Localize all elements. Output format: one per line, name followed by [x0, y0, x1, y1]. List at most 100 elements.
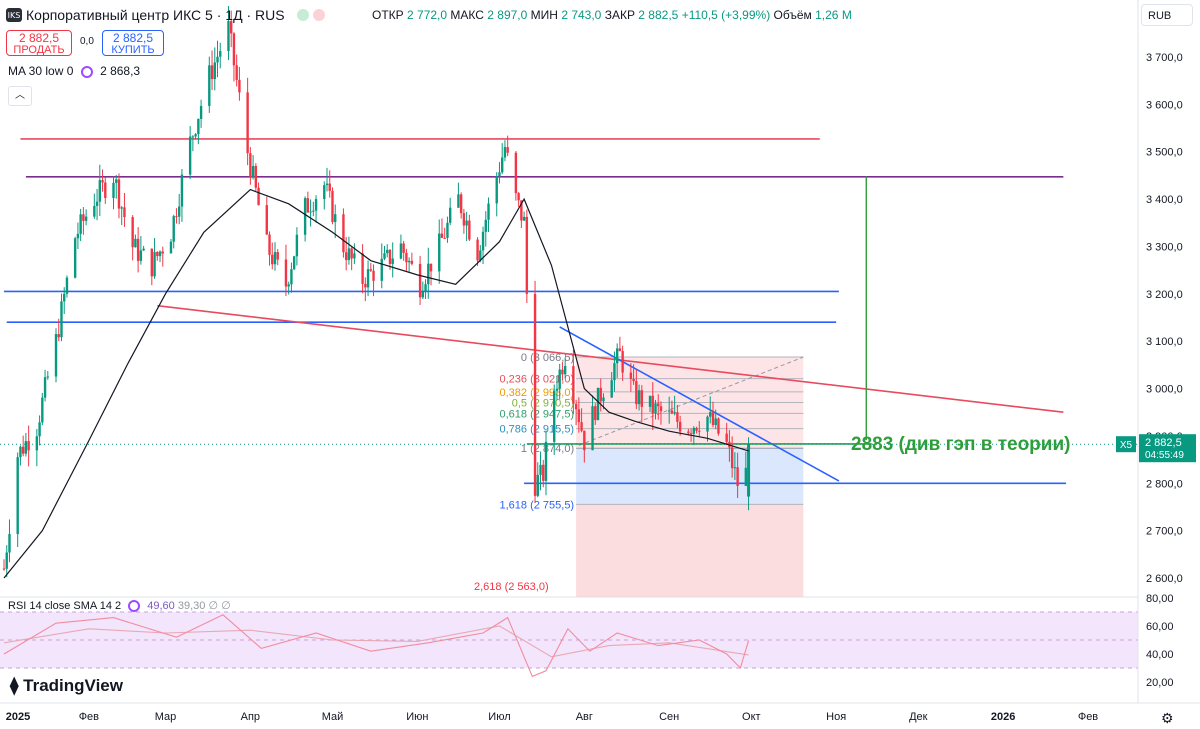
- candle-body: [95, 201, 99, 206]
- candle-body: [443, 237, 446, 239]
- chevron-up-icon[interactable]: ︿: [8, 86, 32, 106]
- buy-button[interactable]: 2 882,5 КУПИТЬ: [102, 30, 164, 56]
- rsi-visibility-icon[interactable]: [128, 600, 141, 613]
- candle-body: [698, 430, 701, 432]
- candle-body: [98, 180, 102, 202]
- symbol-title[interactable]: Корпоративный центр ИКС 5 · 1Д · RUS: [26, 7, 285, 23]
- candle-body: [574, 403, 578, 410]
- ohlc-close-key: ЗАКР: [604, 8, 635, 22]
- ma-legend[interactable]: MA 30 low 0 2 868,3: [8, 64, 140, 78]
- candle-body: [555, 388, 559, 391]
- chart-header: IKS Корпоративный центр ИКС 5 · 1Д · RUS: [6, 4, 325, 26]
- candle-body: [459, 194, 463, 214]
- candle-body: [629, 372, 633, 379]
- price-tag-timer: 04:55:49: [1145, 450, 1184, 461]
- price-tag-value: 2 882,5: [1145, 437, 1182, 449]
- gear-icon[interactable]: ⚙: [1161, 710, 1174, 726]
- time-tick-label: 2026: [991, 711, 1015, 723]
- candle-body: [730, 447, 734, 469]
- candle-body: [476, 239, 479, 261]
- candle-body: [542, 464, 545, 481]
- candle-body: [295, 234, 299, 257]
- indicator-visibility-icon[interactable]: [80, 65, 93, 78]
- candle-body: [2, 568, 6, 570]
- candle-body: [43, 377, 47, 398]
- candle-body: [24, 441, 28, 454]
- rsi-tick-label: 40,00: [1146, 649, 1174, 661]
- candle-body: [514, 152, 518, 194]
- candle-body: [407, 260, 411, 263]
- candle-body: [5, 552, 8, 569]
- candle-body: [747, 444, 751, 497]
- candle-body: [695, 427, 698, 431]
- candle-body: [558, 369, 561, 389]
- candle-body: [369, 269, 373, 271]
- candle-body: [273, 252, 277, 265]
- candle-body: [670, 410, 674, 414]
- ohlc-low-value: 2 743,0: [561, 8, 602, 22]
- candle-body: [561, 369, 564, 375]
- candle-body: [657, 403, 660, 407]
- candle-body: [292, 256, 296, 270]
- candle-body: [424, 284, 427, 292]
- rsi-sma-line: [3, 625, 749, 658]
- candle-body: [257, 187, 260, 206]
- candle-body: [216, 56, 219, 63]
- spread-value: 0,0: [80, 36, 94, 47]
- candle-body: [254, 166, 258, 188]
- symbol-tag-bg: [1116, 436, 1136, 453]
- fib-blue-zone: [576, 448, 804, 505]
- candle-body: [73, 238, 77, 278]
- rsi-tick-label: 80,00: [1146, 593, 1174, 605]
- candle-body: [325, 183, 329, 186]
- candle-body: [156, 252, 159, 257]
- candle-body: [249, 153, 252, 177]
- candle-body: [462, 213, 466, 226]
- candle-body: [651, 395, 654, 414]
- candle-body: [520, 200, 523, 221]
- candle-body: [82, 214, 85, 221]
- candle-body: [361, 253, 364, 284]
- price-tick-label: 2 800,0: [1146, 478, 1183, 490]
- candle-body: [287, 284, 290, 287]
- time-tick-label: Окт: [742, 711, 761, 723]
- candle-body: [101, 180, 104, 183]
- currency-selector[interactable]: RUB: [1141, 4, 1193, 26]
- candle-body: [115, 179, 118, 183]
- candle-body: [495, 176, 498, 204]
- candle-body: [342, 214, 345, 253]
- fib-level-label: 1 (2 874,0): [521, 443, 574, 455]
- candle-body: [391, 258, 394, 264]
- candle-body: [709, 412, 712, 417]
- candle-body: [63, 293, 66, 302]
- candle-body: [448, 207, 452, 223]
- candle-body: [689, 433, 693, 435]
- candle-body: [380, 258, 383, 281]
- candle-body: [678, 421, 682, 432]
- candle-body: [481, 231, 485, 251]
- rsi-label: RSI 14 close SMA 14 2: [8, 600, 122, 612]
- candle-body: [522, 216, 526, 221]
- sell-button[interactable]: 2 882,5 ПРОДАТЬ: [6, 30, 72, 56]
- time-tick-label: Дек: [909, 711, 928, 723]
- candle-body: [577, 409, 581, 423]
- trendline-blue: [559, 326, 840, 482]
- candle-body: [596, 387, 600, 421]
- candle-body: [38, 422, 41, 437]
- candle-body: [197, 118, 200, 135]
- candle-body: [314, 199, 318, 211]
- price-tick-label: 3 100,0: [1146, 336, 1183, 348]
- candle-body: [265, 205, 268, 235]
- time-tick-label: Фев: [1078, 711, 1098, 723]
- candle-body: [323, 185, 326, 200]
- candle-body: [427, 263, 430, 285]
- ohlc-change-value: +110,5 (+3,99%): [681, 8, 771, 22]
- rsi-legend[interactable]: RSI 14 close SMA 14 2 49,60 39,30 ∅ ∅: [8, 599, 231, 613]
- price-tick-label: 3 700,0: [1146, 52, 1183, 64]
- candle-body: [353, 253, 356, 259]
- buy-price: 2 882,5: [112, 31, 154, 45]
- tradingview-logo-mark-icon: ⧫: [10, 676, 19, 695]
- candle-body: [572, 366, 575, 404]
- candle-body: [76, 233, 80, 239]
